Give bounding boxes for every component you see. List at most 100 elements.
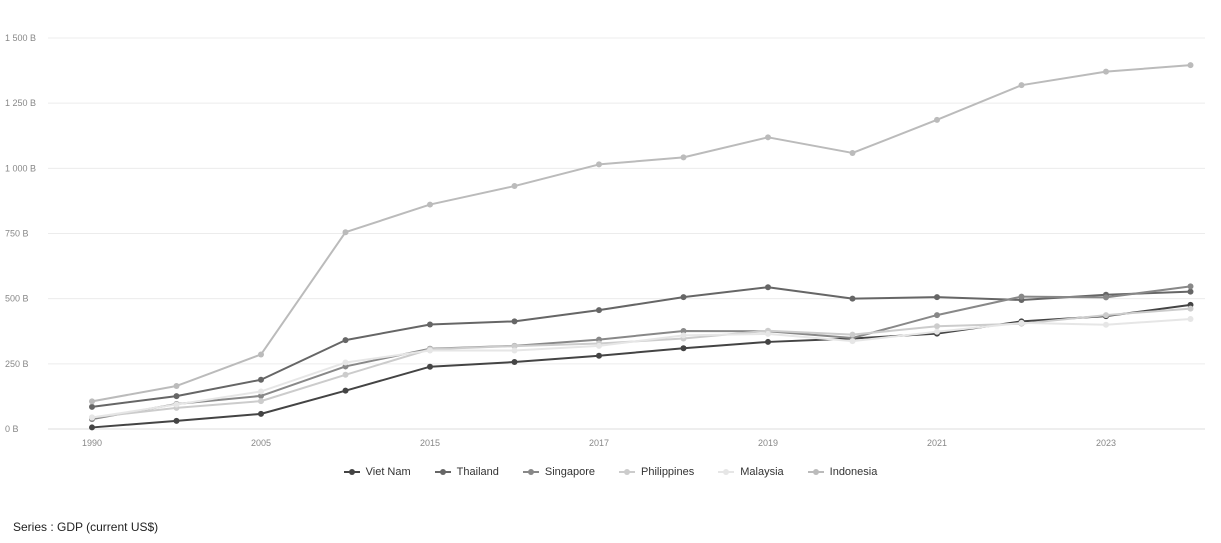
series-lines — [89, 62, 1194, 431]
y-tick-label: 250 B — [5, 359, 29, 369]
data-point — [427, 363, 433, 370]
data-point — [173, 393, 180, 400]
data-point — [934, 312, 940, 319]
data-point — [1018, 319, 1025, 326]
data-point — [89, 424, 95, 431]
y-tick-label: 1 500 B — [5, 33, 36, 43]
series-caption: Series : GDP (current US$) — [13, 520, 159, 534]
data-point — [173, 382, 180, 389]
data-point — [849, 295, 856, 302]
data-point — [680, 327, 687, 334]
data-point — [680, 154, 687, 161]
data-point — [680, 294, 687, 301]
y-tick-label: 750 B — [5, 229, 29, 239]
legend-item[interactable]: Indonesia — [807, 466, 878, 478]
legend-label: Philippines — [641, 466, 695, 478]
data-point — [342, 359, 349, 366]
data-point — [342, 371, 349, 378]
data-point — [511, 318, 518, 325]
series-thailand — [89, 284, 1194, 410]
series-indonesia — [89, 62, 1194, 405]
legend-label: Singapore — [544, 466, 596, 478]
series-line — [91, 318, 1191, 419]
legend: Viet Nam Thailand Singapore Philippines Mala… — [0, 466, 1221, 478]
data-point — [511, 359, 518, 366]
data-point — [934, 294, 940, 301]
data-point — [1018, 293, 1025, 300]
x-tick-label: 2015 — [420, 438, 440, 448]
data-point — [1187, 288, 1194, 295]
data-point — [849, 149, 856, 156]
legend-label: Malaysia — [740, 466, 784, 478]
series-viet-nam — [89, 301, 1194, 431]
legend-item[interactable]: Malaysia — [718, 466, 784, 478]
data-point — [765, 134, 771, 141]
gridlines — [48, 37, 1205, 430]
x-tick-label: 2017 — [589, 438, 609, 448]
legend-label: Indonesia — [829, 466, 878, 478]
x-tick-label: 1990 — [82, 438, 102, 448]
data-point — [1018, 82, 1025, 89]
data-point — [258, 388, 264, 395]
legend-item[interactable]: Viet Nam — [343, 466, 411, 478]
data-point — [1103, 321, 1109, 328]
legend-item[interactable]: Thailand — [434, 466, 499, 478]
legend-item[interactable]: Philippines — [619, 466, 694, 478]
data-point — [680, 332, 687, 339]
data-point — [427, 321, 433, 328]
data-point — [596, 352, 602, 359]
data-point — [89, 414, 95, 421]
data-point — [342, 387, 349, 394]
x-axis-ticks: 1990 2005 2015 2017 2019 2021 2023 — [82, 438, 1116, 448]
data-point — [511, 183, 518, 190]
legend-swatch — [522, 467, 539, 477]
x-tick-label: 2005 — [251, 438, 271, 448]
data-point — [173, 401, 180, 408]
legend-swatch — [718, 467, 735, 477]
data-point — [1187, 315, 1194, 322]
data-point — [258, 351, 264, 358]
data-point — [427, 201, 433, 208]
legend-swatch — [807, 467, 824, 477]
data-point — [1187, 283, 1194, 290]
legend-swatch — [343, 467, 360, 477]
data-point — [934, 116, 940, 123]
series-line — [91, 307, 1191, 419]
data-point — [1187, 305, 1194, 312]
y-tick-label: 0 B — [5, 424, 19, 434]
data-point — [1103, 68, 1109, 75]
data-point — [89, 403, 95, 410]
legend-swatch — [619, 467, 636, 477]
data-point — [849, 338, 856, 345]
data-point — [1187, 62, 1194, 69]
legend-label: Thailand — [456, 466, 499, 478]
data-point — [849, 331, 856, 338]
data-point — [511, 347, 518, 354]
series-line — [91, 64, 1191, 403]
data-point — [258, 376, 264, 383]
data-point — [596, 307, 602, 314]
data-point — [258, 410, 264, 417]
data-point — [934, 323, 940, 330]
data-point — [596, 161, 602, 168]
legend-item[interactable]: Singapore — [522, 466, 596, 478]
data-point — [342, 337, 349, 344]
data-point — [596, 342, 602, 349]
x-tick-label: 2023 — [1096, 438, 1116, 448]
data-point — [765, 338, 771, 345]
data-point — [258, 398, 264, 405]
data-point — [511, 343, 518, 350]
series-line — [91, 286, 1191, 408]
data-point — [680, 345, 687, 352]
data-point — [342, 229, 349, 236]
data-point — [89, 398, 95, 405]
x-tick-label: 2019 — [758, 438, 778, 448]
data-point — [427, 347, 433, 354]
y-tick-label: 500 B — [5, 294, 29, 304]
series-line — [91, 285, 1191, 421]
data-point — [1103, 294, 1109, 301]
y-tick-label: 1 250 B — [5, 98, 36, 108]
data-point — [765, 330, 771, 337]
data-point — [934, 328, 940, 335]
